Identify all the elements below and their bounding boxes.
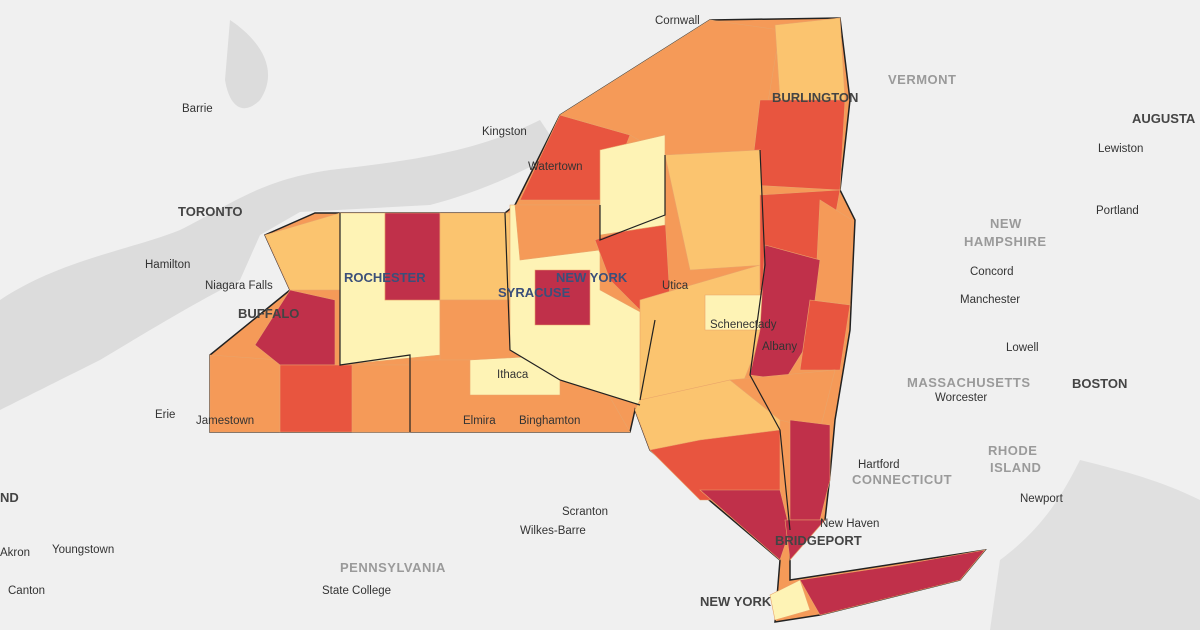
ocean	[990, 460, 1200, 630]
region-borders	[339, 149, 791, 531]
lake	[0, 120, 560, 410]
place-label: Utica	[662, 280, 689, 292]
place-label: BRIDGEPORT	[775, 533, 862, 548]
border	[339, 213, 411, 432]
counties	[209, 17, 986, 621]
county	[384, 212, 441, 301]
place-label: Kingston	[482, 126, 527, 138]
place-label: State College	[322, 585, 391, 597]
county	[534, 269, 591, 326]
state-label: NEW	[990, 216, 1022, 231]
place-label: ROCHESTER	[344, 270, 426, 285]
place-label: BURLINGTON	[772, 90, 858, 105]
place-label: BOSTON	[1072, 376, 1127, 391]
place-label: Binghamton	[519, 415, 580, 427]
place-label: Worcester	[935, 392, 987, 404]
county	[351, 364, 411, 433]
county	[799, 299, 851, 371]
county	[769, 579, 811, 621]
place-label: Albany	[762, 341, 797, 353]
state-label: HAMPSHIRE	[964, 234, 1047, 249]
county	[774, 17, 846, 101]
place-label: SYRACUSE	[498, 285, 571, 300]
county	[789, 419, 831, 521]
place-label: Lewiston	[1098, 143, 1143, 155]
place-label: Concord	[970, 266, 1013, 278]
place-label: New Haven	[820, 518, 879, 530]
place-label: Lowell	[1006, 342, 1039, 354]
county	[784, 519, 826, 561]
county	[799, 549, 986, 616]
place-label: Wilkes-Barre	[520, 525, 586, 537]
state-label: VERMONT	[888, 72, 957, 87]
place-label: Manchester	[960, 294, 1020, 306]
place-label: Scranton	[562, 506, 608, 518]
border	[639, 319, 656, 401]
place-label: Schenectady	[710, 319, 777, 331]
place-label: Portland	[1096, 205, 1139, 217]
county	[749, 99, 846, 191]
place-label: Hamilton	[145, 259, 190, 271]
border	[599, 155, 666, 241]
labels: Cornwall VERMONT Barrie BURLINGTON AUGUS…	[0, 15, 1196, 609]
lake	[225, 20, 269, 109]
place-label: Elmira	[463, 415, 496, 427]
place-label: Barrie	[182, 103, 213, 115]
place-label: ND	[0, 490, 19, 505]
place-label: AUGUSTA	[1132, 111, 1196, 126]
place-label: NEW YORK	[700, 594, 772, 609]
county	[514, 204, 601, 261]
county	[254, 289, 336, 366]
place-label: Cornwall	[655, 15, 700, 27]
place-label: Akron	[0, 547, 30, 559]
county	[649, 429, 781, 501]
border	[504, 212, 641, 406]
state-label: ISLAND	[990, 460, 1041, 475]
place-label: Jamestown	[196, 415, 254, 427]
place-label: Watertown	[528, 161, 583, 173]
place-label: Niagara Falls	[205, 280, 273, 292]
place-label: TORONTO	[178, 204, 243, 219]
place-label: BUFFALO	[238, 306, 299, 321]
place-label: Youngstown	[52, 544, 114, 556]
state-label: CONNECTICUT	[852, 472, 952, 487]
state-label: RHODE	[988, 443, 1037, 458]
state-label: MASSACHUSETTS	[907, 375, 1031, 390]
place-label: Newport	[1020, 493, 1064, 505]
county	[599, 134, 666, 236]
state-label: PENNSYLVANIA	[340, 560, 446, 575]
place-label: Hartford	[858, 459, 900, 471]
state-label: NEW YORK	[556, 270, 628, 285]
border	[749, 149, 791, 531]
place-label: Erie	[155, 409, 175, 421]
place-label: Canton	[8, 585, 45, 597]
place-label: Ithaca	[497, 369, 529, 381]
